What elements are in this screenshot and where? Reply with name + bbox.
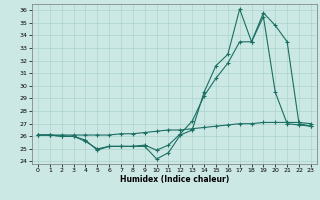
X-axis label: Humidex (Indice chaleur): Humidex (Indice chaleur) [120,175,229,184]
